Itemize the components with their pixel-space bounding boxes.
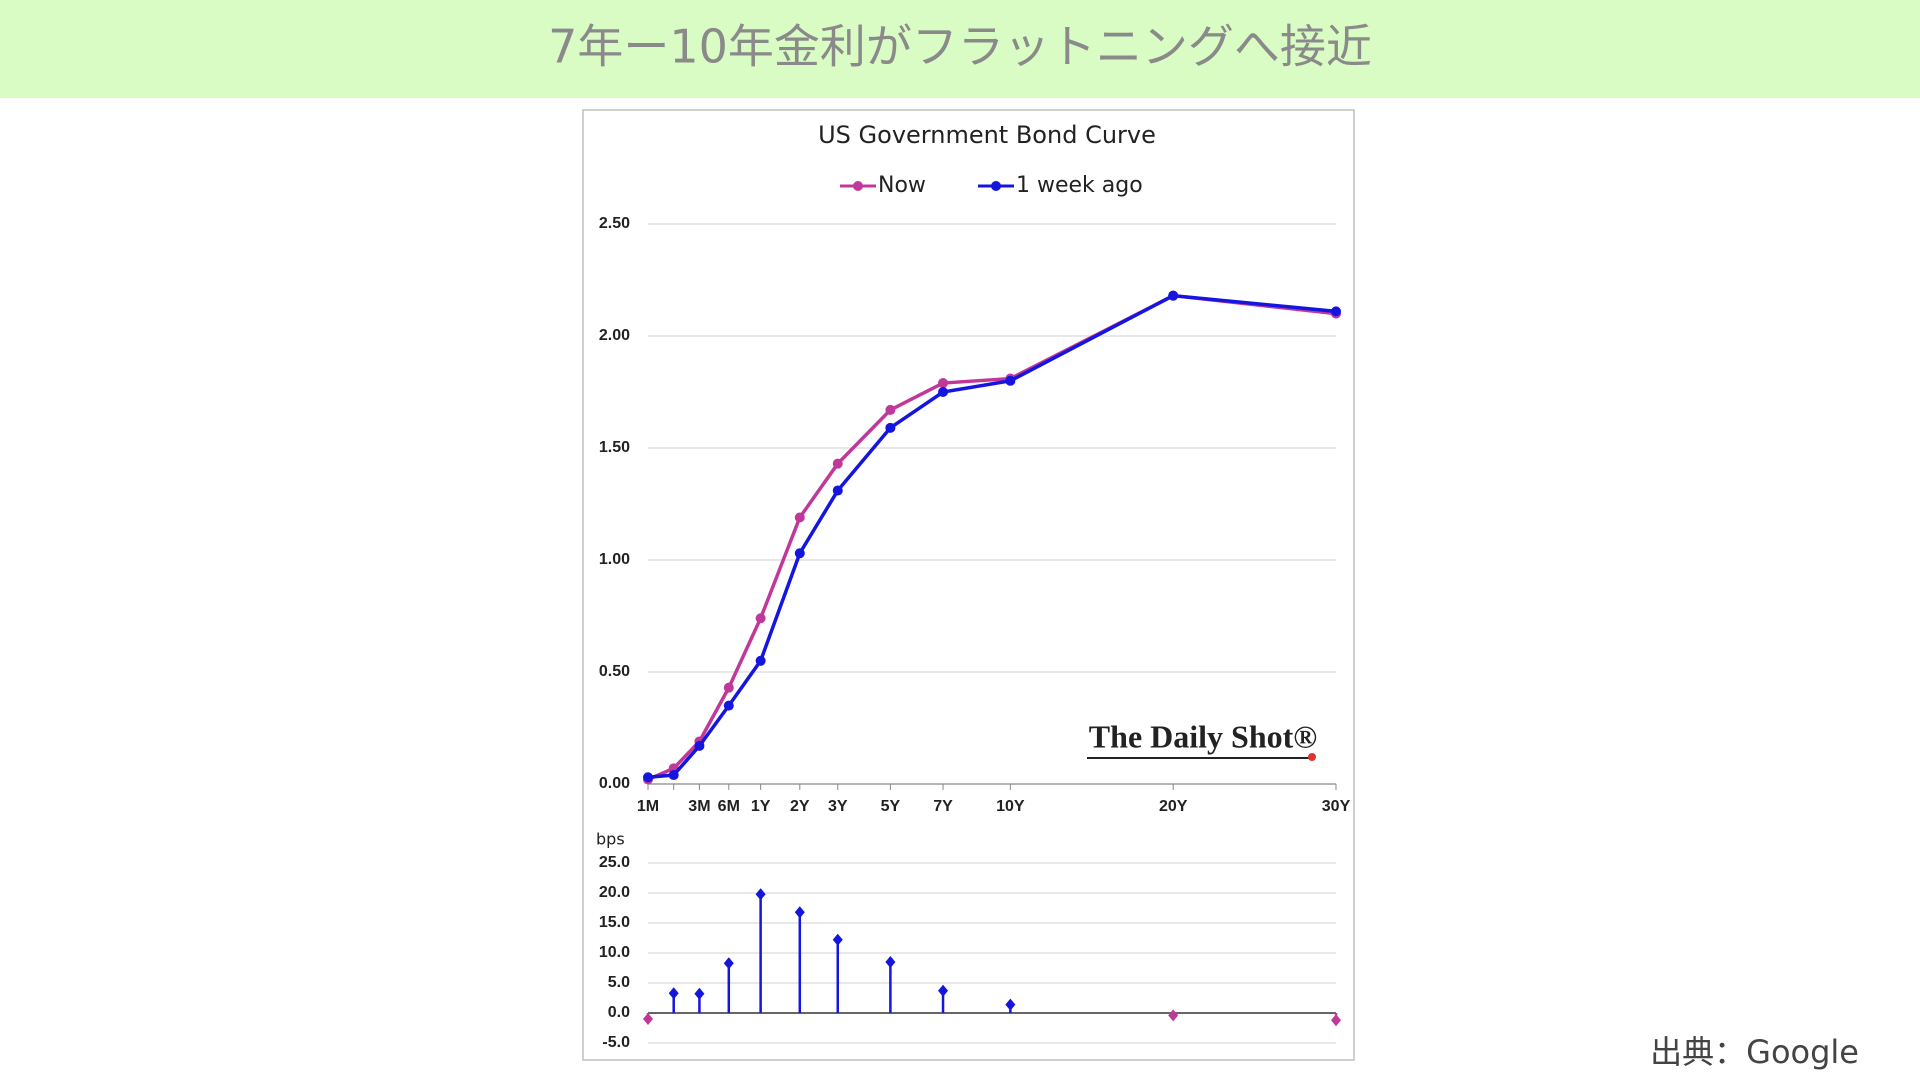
data-point <box>1168 290 1179 301</box>
chart-title: US Government Bond Curve <box>818 121 1156 149</box>
header-band <box>0 0 1920 98</box>
x-tick-label: 20Y <box>1159 798 1188 815</box>
series-line <box>647 293 1337 780</box>
stem-marker <box>668 987 679 1000</box>
data-point <box>1331 306 1341 317</box>
watermark: The Daily Shot® <box>1089 718 1317 754</box>
watermark-dot <box>1308 753 1316 761</box>
data-point <box>794 512 805 523</box>
data-point <box>885 422 896 433</box>
data-point <box>723 682 734 693</box>
source-note: 出典：Google <box>1650 1033 1859 1071</box>
stem-marker <box>938 984 949 997</box>
data-point <box>723 700 734 711</box>
y-tick-label: 5.0 <box>608 974 630 991</box>
y-axis-label: bps <box>596 830 625 849</box>
data-point <box>885 404 896 415</box>
stem-marker <box>885 956 896 968</box>
stem-marker <box>1331 1014 1341 1027</box>
y-tick-label: -5.0 <box>602 1034 630 1051</box>
y-tick-label: 2.50 <box>599 215 630 232</box>
legend-marker <box>853 181 863 191</box>
y-tick-label: 0.0 <box>608 1004 630 1021</box>
legend-label: Now <box>878 173 926 198</box>
stem-marker <box>1005 998 1016 1011</box>
x-tick-label: 1Y <box>751 798 771 815</box>
y-tick-label: 2.00 <box>599 327 630 344</box>
stem-marker <box>723 957 734 970</box>
data-point <box>694 740 705 751</box>
stem-marker <box>832 933 843 946</box>
y-tick-label: 10.0 <box>599 944 630 961</box>
y-tick-label: 0.50 <box>599 663 630 680</box>
data-point <box>755 655 766 666</box>
data-point <box>938 387 949 397</box>
legend-marker <box>991 181 1001 191</box>
x-tick-label: 5Y <box>881 798 901 815</box>
chart-frame <box>582 109 1355 1061</box>
x-tick-label: 3Y <box>828 798 848 815</box>
legend-label: 1 week ago <box>1016 173 1143 198</box>
stem-marker <box>755 888 766 901</box>
x-tick-label: 30Y <box>1322 798 1351 815</box>
stem-marker <box>1168 1009 1179 1022</box>
x-tick-label: 2Y <box>790 798 810 815</box>
data-point <box>832 485 843 496</box>
stem-marker <box>643 1013 653 1025</box>
data-point <box>643 772 653 783</box>
y-tick-label: 1.00 <box>599 551 630 568</box>
x-tick-label: 1M <box>637 798 659 815</box>
stem-marker <box>794 906 805 919</box>
y-tick-label: 15.0 <box>599 914 630 931</box>
x-tick-label: 3M <box>688 798 710 815</box>
slide-title: 7年ー10年金利がフラットニングへ接近 <box>548 20 1372 74</box>
y-tick-label: 0.00 <box>599 775 630 792</box>
y-tick-label: 25.0 <box>599 854 630 871</box>
data-point <box>755 613 766 624</box>
x-tick-label: 10Y <box>996 798 1025 815</box>
data-point <box>1005 375 1016 386</box>
data-point <box>938 378 949 389</box>
x-tick-label: 7Y <box>933 798 953 815</box>
y-tick-label: 20.0 <box>599 884 630 901</box>
data-point <box>794 548 805 559</box>
x-tick-label: 6M <box>718 798 740 815</box>
data-point <box>668 770 679 781</box>
stem-marker <box>694 987 705 1000</box>
y-tick-label: 1.50 <box>599 439 630 456</box>
data-point <box>832 458 843 469</box>
